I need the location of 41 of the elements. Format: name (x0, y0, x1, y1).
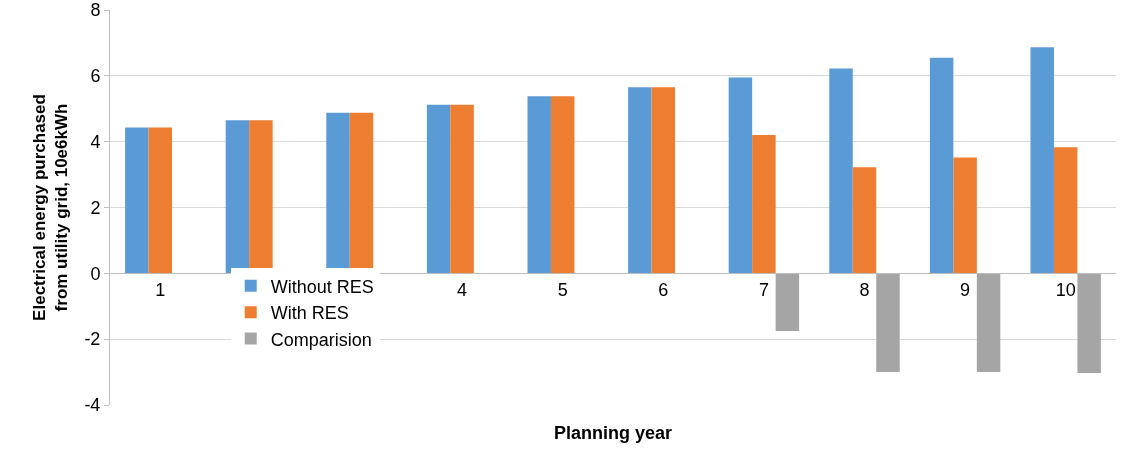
bar (1077, 273, 1101, 374)
bar (450, 104, 474, 274)
bar (550, 96, 575, 274)
y-axis-title: Electrical energy purchased from utility grid, 10e6kWh (29, 94, 71, 321)
bar (125, 127, 149, 274)
bar (929, 57, 954, 274)
y-tick-label: 0 (90, 263, 101, 284)
x-tick-label: 7 (758, 279, 769, 300)
bar (1030, 47, 1054, 274)
legend-label: Comparision (270, 329, 372, 350)
x-tick-label: 4 (457, 279, 468, 300)
bar (1053, 147, 1078, 274)
bar (829, 68, 853, 274)
bar (225, 120, 250, 274)
bar (752, 135, 776, 274)
x-tick-label: 6 (658, 279, 669, 300)
x-tick-label: 9 (960, 279, 971, 300)
bar (527, 96, 551, 274)
bar (628, 87, 652, 274)
bar (651, 87, 676, 274)
y-tick-label: -2 (84, 329, 101, 350)
x-tick-label: 1 (155, 279, 166, 300)
x-axis-title: Planning year (554, 423, 673, 443)
y-tick-label: -4 (84, 395, 101, 416)
y-tick-label: 6 (90, 66, 101, 87)
y-tick-label: 2 (90, 197, 101, 218)
bar (775, 273, 800, 331)
x-tick-label: 5 (557, 279, 568, 300)
bar (852, 167, 877, 274)
bar (426, 104, 451, 274)
bar (148, 127, 173, 274)
x-tick-label: 10 (1055, 279, 1076, 300)
y-tick-label: 8 (90, 0, 101, 21)
legend-label: Without RES (270, 276, 374, 297)
bar (953, 157, 977, 274)
bar (728, 77, 753, 274)
y-tick-label: 4 (90, 131, 101, 152)
bar (976, 273, 1001, 373)
x-tick-label: 8 (859, 279, 870, 300)
legend-label: With RES (270, 303, 349, 324)
bar (876, 273, 900, 373)
